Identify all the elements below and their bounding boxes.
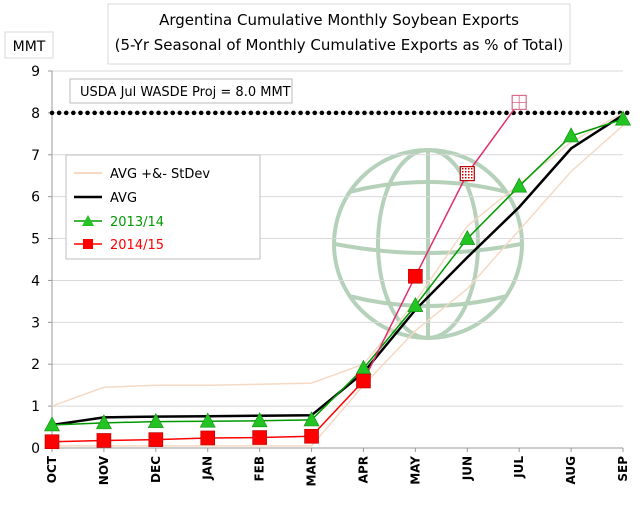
legend-marker-2014 (83, 239, 93, 249)
y-tick-label: 6 (31, 190, 40, 206)
legend: AVG +&- StDev AVG 2013/14 2014/15 (66, 155, 260, 259)
marker-2014-15 (356, 374, 370, 388)
y-tick-label: 2 (31, 357, 40, 373)
chart-subtitle: (5-Yr Seasonal of Monthly Cumulative Exp… (115, 36, 564, 54)
x-tick-label: JUL (512, 456, 526, 479)
chart-title: Argentina Cumulative Monthly Soybean Exp… (159, 11, 519, 29)
y-tick-label: 5 (31, 232, 40, 248)
marker-2014-15 (408, 269, 422, 283)
marker-2014-15 (149, 433, 163, 447)
marker-2014-15 (253, 431, 267, 445)
series-segment-2014-15 (52, 440, 104, 441)
y-tick-label: 9 (31, 64, 40, 80)
marker-2014-15 (201, 431, 215, 445)
marker-2014-15 (97, 433, 111, 447)
y-tick-label: 0 (31, 441, 40, 457)
x-tick-label: JAN (201, 456, 215, 481)
y-tick-label: 4 (31, 273, 40, 289)
y-tick-label: 7 (31, 148, 40, 164)
y-tick-label: 8 (31, 106, 40, 122)
series-segment-2014-15 (156, 438, 208, 440)
x-tick-label: MAR (305, 456, 319, 486)
x-tick-label: MAY (408, 456, 422, 485)
x-tick-label: OCT (45, 455, 59, 483)
y-axis-label: MMT (13, 39, 46, 55)
y-tick-label: 3 (31, 315, 40, 331)
marker-2014-15 (305, 429, 319, 443)
legend-label-2013: 2013/14 (110, 215, 164, 230)
y-tick-label: 1 (31, 399, 40, 415)
x-tick-label: NOV (97, 455, 111, 485)
legend-label-2014: 2014/15 (110, 238, 164, 253)
series-segment-2014-15 (415, 174, 467, 277)
legend-label-avg: AVG (110, 191, 137, 206)
projection-label: USDA Jul WASDE Proj = 8.0 MMT (80, 85, 291, 100)
x-tick-label: APR (356, 456, 370, 483)
globe-watermark (334, 150, 522, 338)
series-segment-2014-15 (104, 440, 156, 441)
x-tick-label: DEC (149, 456, 163, 483)
x-tick-label: FEB (253, 456, 267, 482)
x-tick-label: SEP (616, 456, 630, 482)
marker-2014-15-projected (460, 167, 474, 181)
legend-label-stdev: AVG +&- StDev (110, 167, 210, 182)
x-tick-label: JUN (460, 456, 474, 481)
series-segment-2014-15 (260, 436, 312, 437)
marker-2014-15 (45, 435, 59, 449)
x-tick-label: AUG (564, 456, 578, 485)
